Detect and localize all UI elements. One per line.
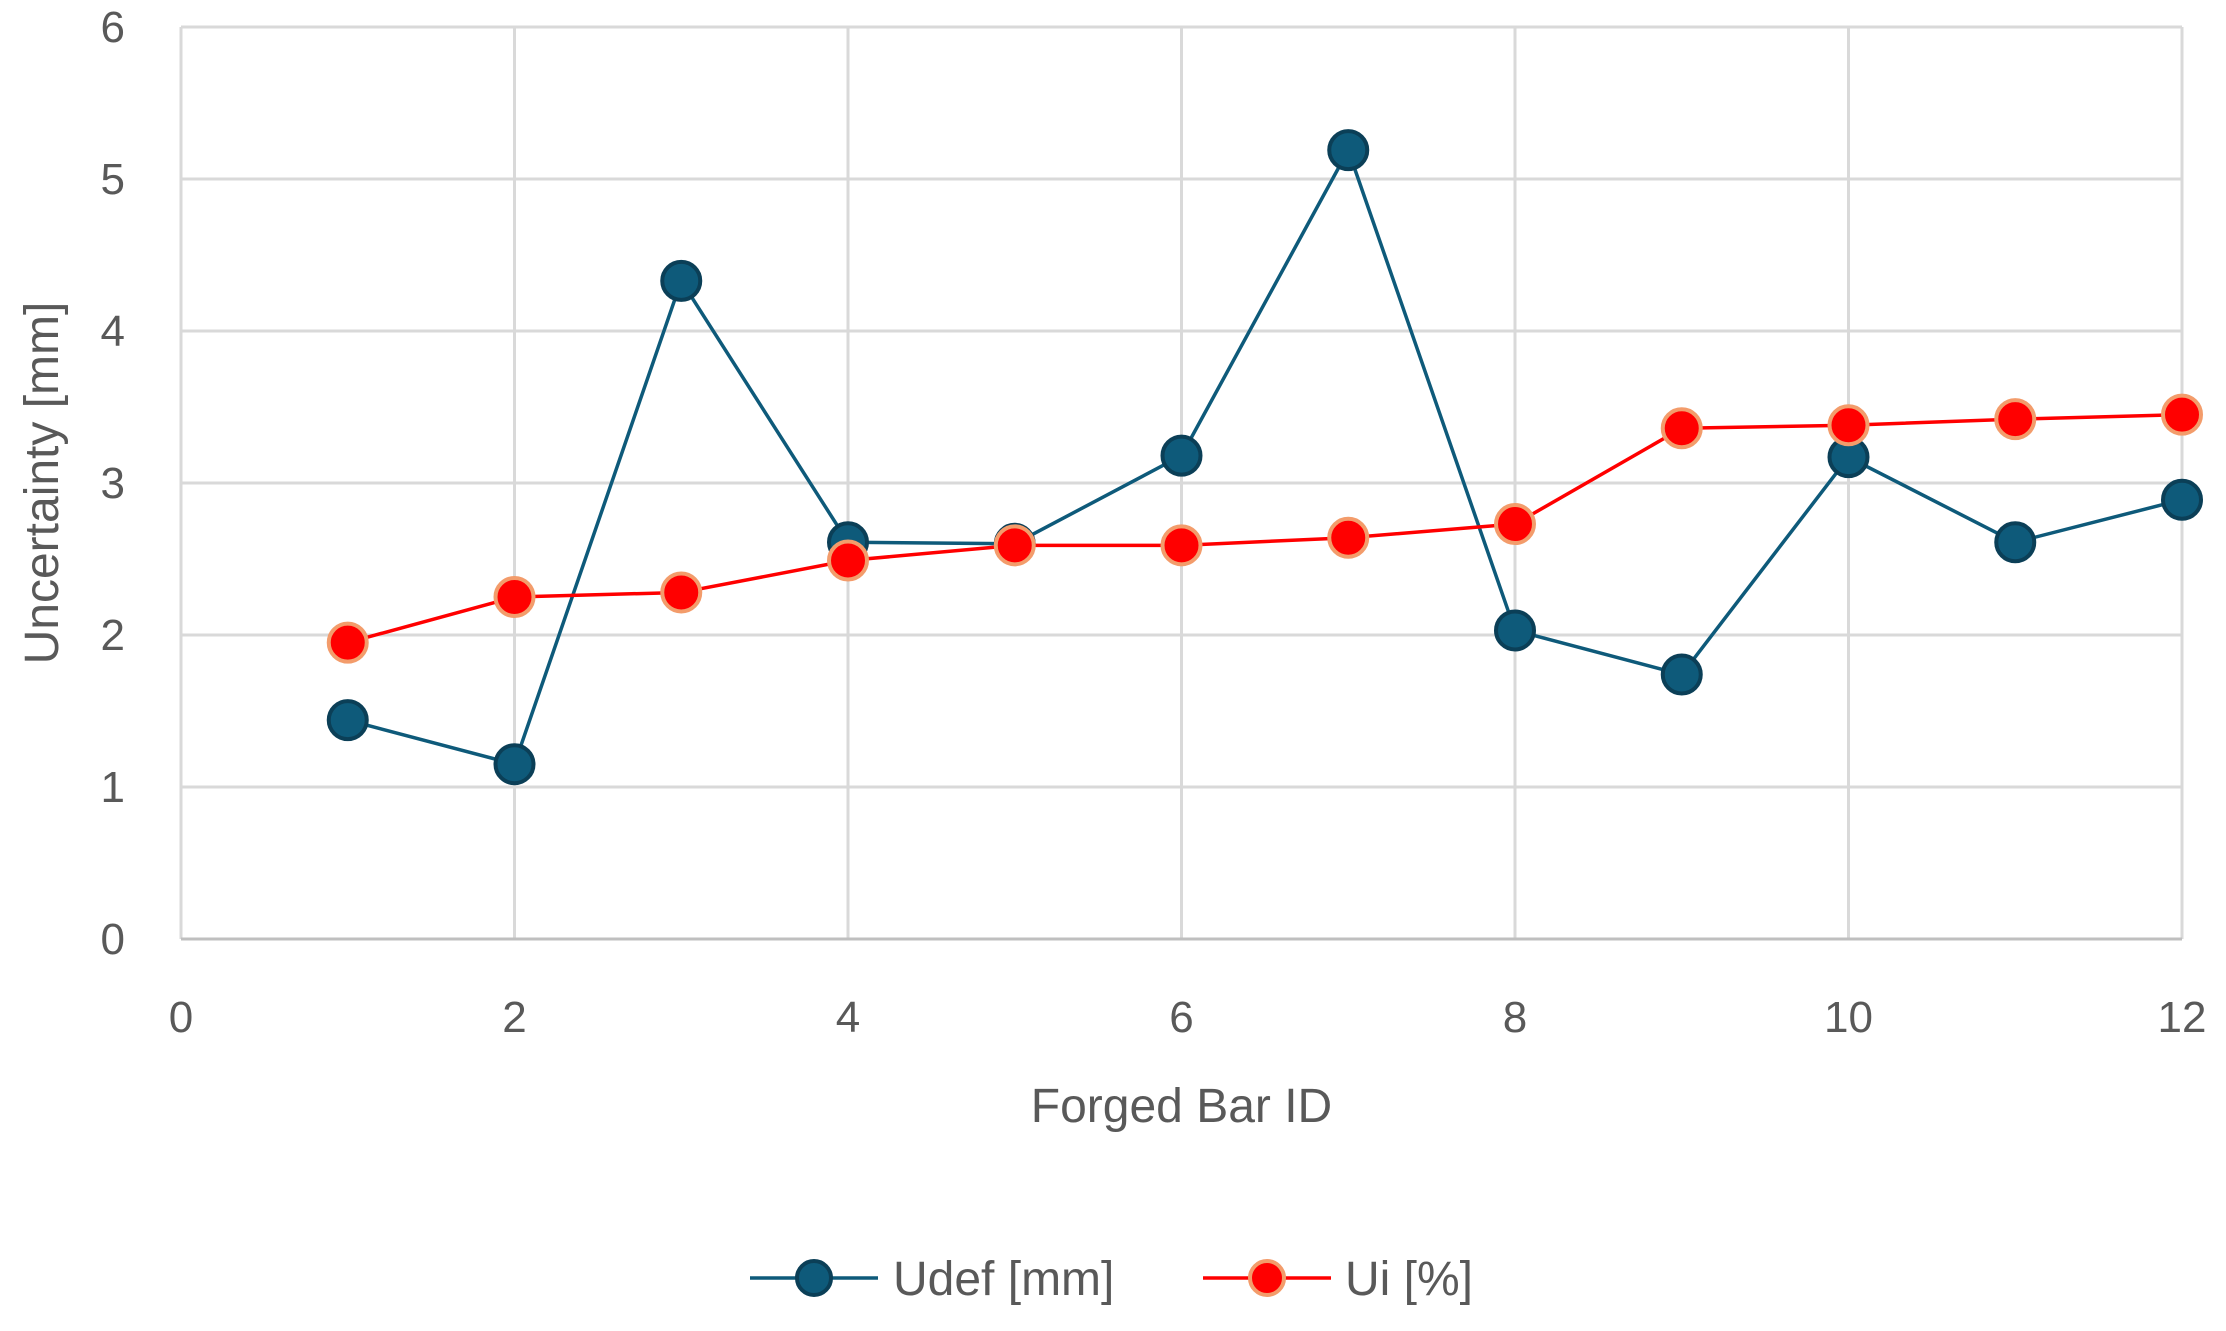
series-line [347, 148, 2183, 766]
legend-item-0: Udef [mm] [750, 1253, 1114, 1306]
data-point [1494, 503, 1536, 546]
y-tick-label: 1 [101, 763, 125, 812]
x-tick-label: 12 [2158, 993, 2207, 1042]
data-point [493, 576, 536, 618]
data-point [993, 524, 1036, 567]
series-0 [326, 129, 2203, 786]
y-tick-label: 2 [101, 611, 125, 660]
data-point [660, 259, 703, 302]
data-point [1160, 524, 1203, 567]
y-tick-label: 0 [101, 915, 125, 964]
x-tick-label: 8 [1503, 993, 1527, 1042]
data-point [2161, 393, 2203, 436]
legend-label: Udef [mm] [893, 1253, 1114, 1306]
y-tick-label: 5 [101, 155, 125, 204]
data-point [1660, 407, 1703, 450]
x-tick-label: 2 [502, 993, 526, 1042]
x-tick-label: 10 [1824, 993, 1873, 1042]
data-point [1327, 516, 1370, 559]
y-tick-label: 4 [101, 307, 125, 356]
labels-layer: Forged Bar ID Uncertainty [mm] [16, 302, 1332, 1133]
data-point [1827, 404, 1870, 447]
y-axis-title: Uncertainty [mm] [16, 302, 69, 665]
y-tick-label: 6 [101, 3, 125, 52]
data-point [1994, 521, 2037, 564]
data-point [1327, 129, 1370, 172]
x-tick-label: 0 [169, 993, 193, 1042]
data-point [1994, 398, 2037, 441]
data-point [2161, 478, 2203, 521]
data-point [660, 571, 703, 614]
grid-layer [179, 25, 2184, 939]
data-point [326, 699, 369, 742]
legend-item-1: Ui [%] [1203, 1253, 1473, 1306]
data-point [493, 743, 536, 786]
data-point [827, 539, 869, 582]
x-tick-label: 6 [1169, 993, 1193, 1042]
x-axis-title: Forged Bar ID [1031, 1080, 1332, 1133]
data-point [1494, 609, 1536, 652]
series-1 [326, 393, 2203, 664]
y-tick-label: 3 [101, 459, 125, 508]
series-line [347, 412, 2183, 645]
legend-marker [1248, 1259, 1286, 1297]
x-tick-label: 4 [836, 993, 860, 1042]
data-point [326, 621, 369, 664]
legend-marker [795, 1259, 833, 1297]
data-point [1660, 653, 1703, 696]
legend: Udef [mm] Ui [%] [750, 1253, 1473, 1306]
legend-label: Ui [%] [1345, 1253, 1473, 1306]
series-layer [326, 129, 2203, 786]
data-point [1160, 434, 1203, 477]
